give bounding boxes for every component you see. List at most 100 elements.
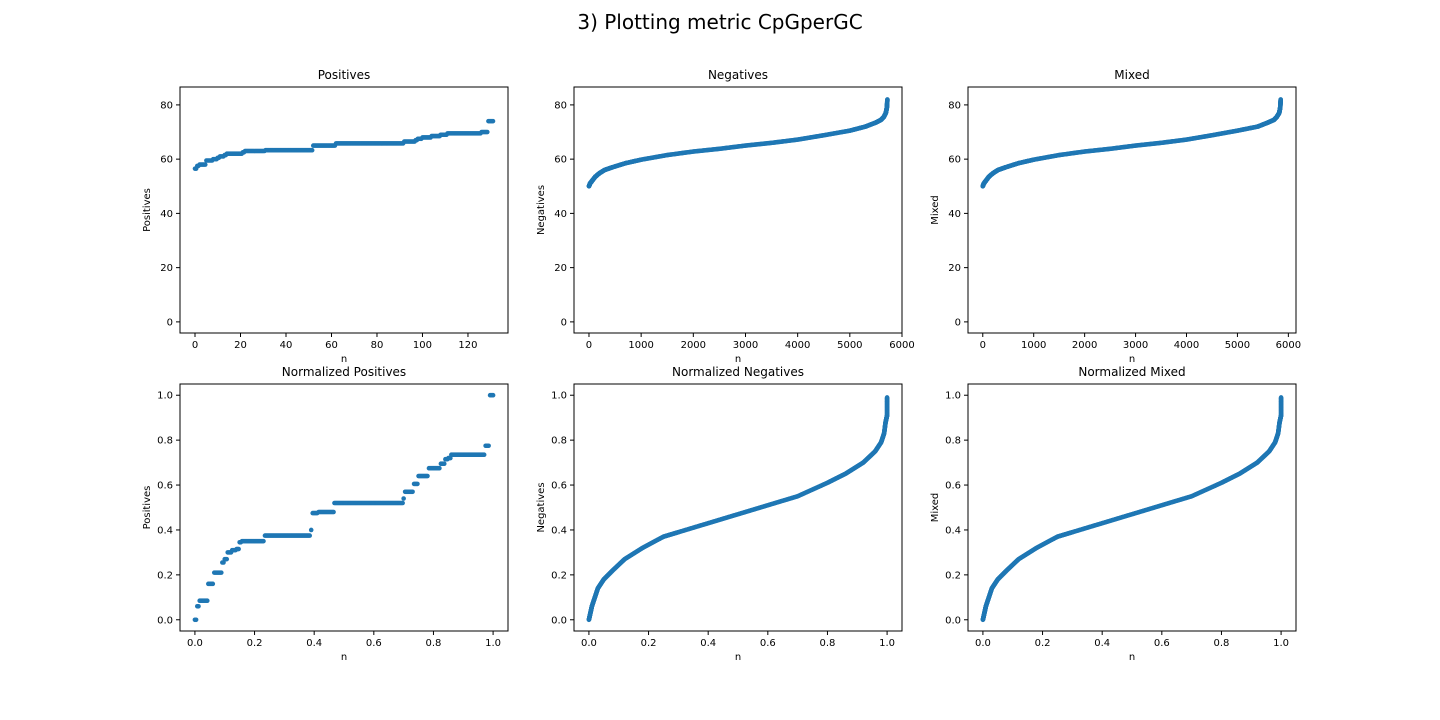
x-axis-label: n (735, 354, 741, 365)
x-tick-label: 0.0 (581, 638, 597, 649)
scatter-points (586, 97, 890, 189)
data-point (486, 443, 491, 449)
y-tick-label: 60 (160, 155, 173, 166)
x-tick-label: 3000 (1123, 340, 1148, 351)
data-point (490, 118, 496, 124)
x-tick-label: 0.6 (760, 638, 776, 649)
x-tick-label: 100 (413, 340, 432, 351)
data-point (490, 392, 496, 398)
axes-frame (179, 86, 509, 334)
y-tick-label: 0.6 (551, 481, 567, 492)
subplot-title: Positives (318, 68, 371, 82)
scatter-points (586, 395, 890, 623)
x-tick-label: 1.0 (1273, 638, 1289, 649)
data-point (437, 465, 442, 471)
y-tick-label: 20 (160, 263, 173, 274)
y-tick-label: 60 (948, 155, 961, 166)
x-tick-label: 0.2 (247, 638, 263, 649)
x-tick-label: 2000 (681, 340, 706, 351)
data-point (1278, 97, 1284, 102)
y-tick-label: 0.6 (945, 481, 961, 492)
y-tick-label: 20 (554, 263, 567, 274)
y-tick-label: 40 (554, 209, 567, 220)
y-tick-label: 0.6 (157, 481, 173, 492)
x-tick-label: 5000 (1225, 340, 1250, 351)
y-tick-label: 0.4 (945, 525, 961, 536)
subplot-5: Normalized Negatives 0.0 0.2 0.4 0.6 0.8 1.0 0.… (536, 365, 903, 663)
x-tick-label: 0.0 (975, 638, 991, 649)
data-point (307, 533, 313, 538)
x-tick-label: 0.6 (1154, 638, 1170, 649)
subplot-title: Negatives (708, 68, 768, 82)
x-tick-label: 6000 (889, 340, 914, 351)
x-axis-label: n (1129, 652, 1135, 663)
y-tick-label: 0 (955, 317, 961, 328)
axes-layer: Positives 0 20 40 60 80 100 120 0 20 40 60 80 n Positi… (142, 68, 1301, 663)
y-axis-label: Positives (142, 486, 153, 530)
x-tick-label: 0.2 (1035, 638, 1051, 649)
data-point (410, 489, 415, 495)
x-tick-label: 60 (325, 340, 338, 351)
subplot-title: Normalized Positives (282, 365, 406, 379)
x-tick-label: 3000 (733, 340, 758, 351)
subplot-2: Negatives 0 1000 2000 3000 4000 5000 6000 0 20 40 6… (536, 68, 915, 365)
x-tick-label: 0.2 (641, 638, 657, 649)
y-tick-label: 20 (948, 263, 961, 274)
x-axis-label: n (1129, 354, 1135, 365)
x-tick-label: 4000 (785, 340, 810, 351)
data-point (308, 527, 314, 533)
x-tick-label: 2000 (1072, 340, 1097, 351)
y-tick-label: 0.0 (551, 615, 567, 626)
x-tick-label: 20 (234, 340, 247, 351)
data-point (481, 452, 487, 458)
x-tick-label: 80 (371, 340, 384, 351)
axes-frame (967, 86, 1297, 334)
y-axis-label: Negatives (536, 185, 547, 235)
x-axis-label: n (341, 354, 347, 365)
subplot-3: Mixed 0 1000 2000 3000 4000 5000 6000 0 20 40 60 80 n… (930, 68, 1301, 365)
data-point (885, 97, 890, 102)
x-tick-label: 1000 (1021, 340, 1046, 351)
data-point (219, 570, 224, 575)
y-tick-label: 0 (561, 317, 567, 328)
y-tick-label: 0.0 (945, 615, 961, 626)
subplot-1: Positives 0 20 40 60 80 100 120 0 20 40 60 80 n Positi… (142, 68, 509, 365)
y-tick-label: 0.8 (157, 436, 173, 447)
x-tick-label: 0.4 (306, 638, 322, 649)
data-point (441, 461, 447, 467)
y-axis-label: Mixed (930, 493, 941, 523)
x-tick-label: 0.0 (187, 638, 203, 649)
x-tick-label: 0.8 (820, 638, 836, 649)
data-point (309, 147, 315, 153)
y-tick-label: 0.2 (551, 570, 567, 581)
x-tick-label: 120 (458, 340, 477, 351)
data-point (1278, 395, 1284, 400)
data-point (196, 604, 201, 609)
axes-frame (179, 383, 509, 632)
y-tick-label: 80 (160, 100, 173, 111)
axes-frame (573, 86, 903, 334)
y-tick-label: 60 (554, 155, 567, 166)
data-point (202, 162, 208, 167)
y-tick-label: 80 (948, 100, 961, 111)
data-point (210, 581, 216, 587)
x-tick-label: 5000 (837, 340, 862, 351)
data-point (400, 500, 405, 506)
x-tick-label: 1.0 (879, 638, 895, 649)
data-point (485, 129, 490, 135)
x-tick-label: 0 (192, 340, 198, 351)
data-point (415, 481, 420, 487)
subplot-4: Normalized Positives 0.0 0.2 0.4 0.6 0.8 1.0 0.… (142, 365, 509, 663)
y-tick-label: 80 (554, 100, 567, 111)
y-tick-label: 0.2 (945, 570, 961, 581)
x-axis-label: n (735, 652, 741, 663)
y-tick-label: 1.0 (157, 391, 173, 402)
y-tick-label: 40 (160, 209, 173, 220)
y-tick-label: 40 (948, 209, 961, 220)
subplot-title: Mixed (1114, 68, 1149, 82)
x-axis-label: n (341, 652, 347, 663)
scatter-points (980, 97, 1284, 189)
x-tick-label: 0.8 (426, 638, 442, 649)
